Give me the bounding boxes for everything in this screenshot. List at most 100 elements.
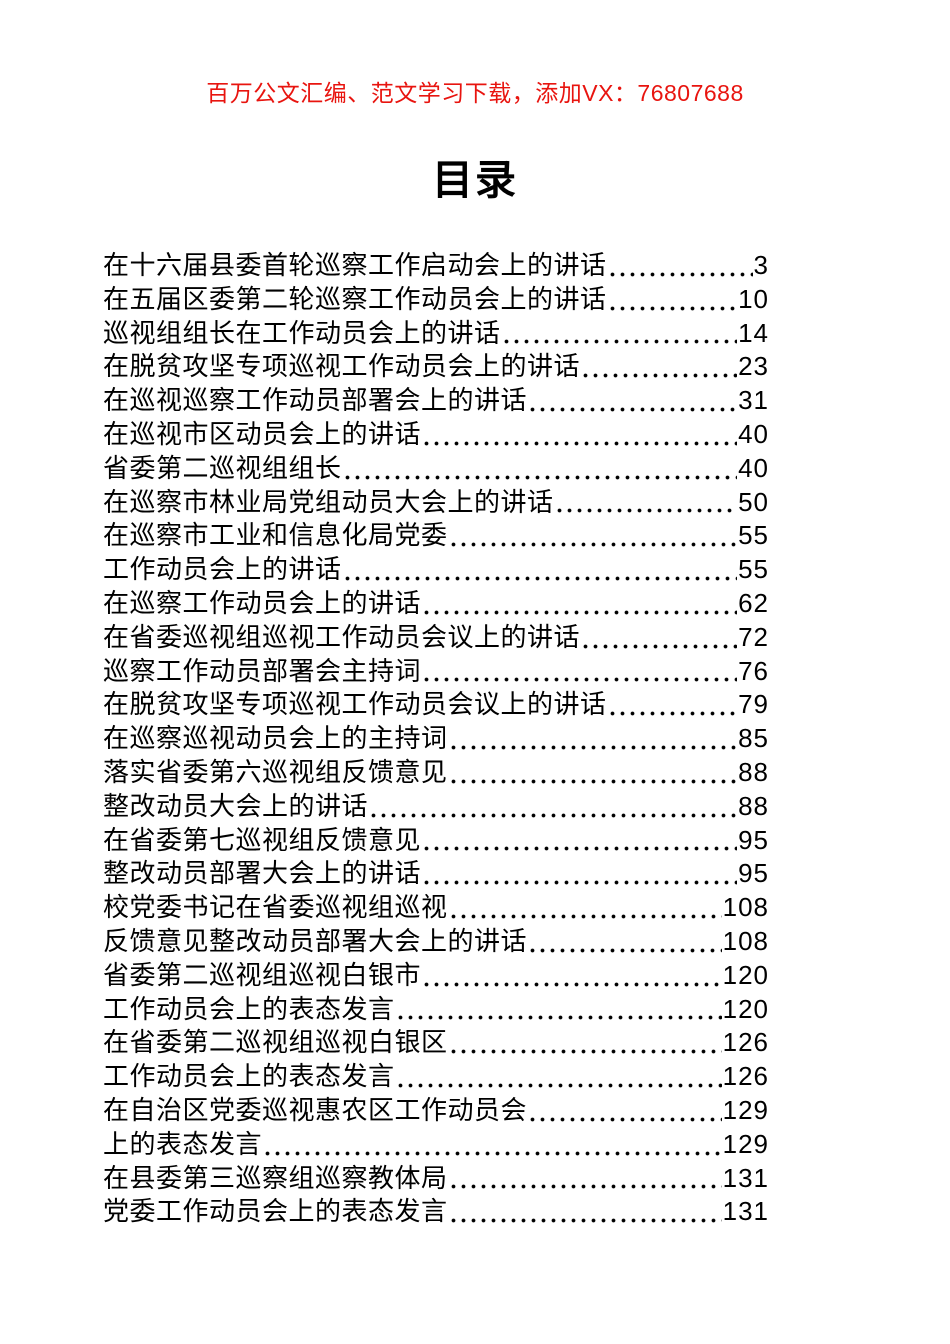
toc-entry-page: 31 [738, 385, 769, 416]
toc-entry[interactable]: 工作动员会上的表态发言 126 [103, 1060, 769, 1094]
toc-entry[interactable]: 整改动员部署大会上的讲话 95 [103, 857, 769, 891]
toc-entry-title: 落实省委第六巡视组反馈意见 [103, 756, 448, 787]
toc-dot-leader [371, 812, 738, 818]
toc-entry[interactable]: 在脱贫攻坚专项巡视工作动员会议上的讲话 79 [103, 688, 769, 722]
toc-entry-page: 129 [722, 1094, 769, 1125]
toc-entry-page: 85 [738, 723, 769, 754]
toc-entry-title: 工作动员会上的表态发言 [103, 993, 395, 1024]
promo-header-text: 百万公文汇编、范文学习下载，添加VX：76807688 [206, 80, 744, 106]
toc-dot-leader [450, 778, 738, 784]
toc-entry[interactable]: 在省委第七巡视组反馈意见 95 [103, 824, 769, 858]
toc-entry[interactable]: 在五届区委第二轮巡察工作动员会上的讲话 10 [103, 283, 769, 317]
toc-entry[interactable]: 整改动员大会上的讲话 88 [103, 790, 769, 824]
toc-entry-page: 79 [738, 689, 769, 720]
toc-entry-title: 巡视组组长在工作动员会上的讲话 [103, 317, 501, 348]
toc-dot-leader [450, 1049, 722, 1055]
toc-entry-page: 95 [738, 824, 769, 855]
toc-entry-title: 在十六届县委首轮巡察工作启动会上的讲话 [103, 250, 607, 280]
toc-dot-leader [424, 609, 738, 615]
toc-entry[interactable]: 工作动员会上的表态发言 120 [103, 993, 769, 1027]
toc-entry[interactable]: 省委第二巡视组巡视白银市 120 [103, 959, 769, 993]
toc-entry[interactable]: 党委工作动员会上的表态发言 131 [103, 1195, 769, 1229]
toc-entry[interactable]: 上的表态发言 129 [103, 1128, 769, 1162]
toc-dot-leader [609, 271, 753, 277]
toc-entry-title: 工作动员会上的讲话 [103, 554, 342, 585]
toc-entry[interactable]: 在巡察巡视动员会上的主持词 85 [103, 722, 769, 756]
toc-entry-title: 在县委第三巡察组巡察教体局 [103, 1162, 448, 1193]
toc-entry-page: 120 [722, 959, 769, 990]
toc-dot-leader [450, 1184, 722, 1190]
toc-entry[interactable]: 在巡察工作动员会上的讲话 62 [103, 587, 769, 621]
toc-entry-page: 108 [722, 892, 769, 923]
toc-dot-leader [424, 981, 722, 987]
toc-entry[interactable]: 在省委第二巡视组巡视白银区 126 [103, 1026, 769, 1060]
toc-entry-title: 在省委第二巡视组巡视白银区 [103, 1027, 448, 1058]
toc-dot-leader [424, 677, 738, 683]
toc-dot-leader [344, 474, 738, 480]
toc-entry-title: 在巡视市区动员会上的讲话 [103, 418, 422, 449]
toc-entry-title: 在巡察巡视动员会上的主持词 [103, 723, 448, 754]
toc-entry[interactable]: 工作动员会上的讲话 55 [103, 553, 769, 587]
toc-entry[interactable]: 在脱贫攻坚专项巡视工作动员会上的讲话 23 [103, 350, 769, 384]
toc-entry-page: 126 [722, 1027, 769, 1058]
toc-dot-leader [450, 744, 738, 750]
toc-dot-leader [424, 440, 738, 446]
toc-dot-leader [530, 947, 722, 953]
toc-entry-title: 在省委第七巡视组反馈意见 [103, 824, 422, 855]
toc-entry-page: 108 [722, 925, 769, 956]
toc-dot-leader [397, 1015, 722, 1021]
toc-dot-leader [583, 373, 738, 379]
toc-entry[interactable]: 在自治区党委巡视惠农区工作动员会 129 [103, 1094, 769, 1128]
toc-entry-page: 55 [738, 520, 769, 551]
toc-entry[interactable]: 反馈意见整改动员部署大会上的讲话 108 [103, 925, 769, 959]
toc-entry-page: 23 [738, 351, 769, 382]
toc-entry-title: 在巡察工作动员会上的讲话 [103, 587, 422, 618]
toc-dot-leader [609, 711, 738, 717]
toc-entry[interactable]: 在省委巡视组巡视工作动员会议上的讲话 72 [103, 621, 769, 655]
toc-dot-leader [424, 846, 738, 852]
toc-entry-title: 在巡察市工业和信息化局党委 [103, 520, 448, 551]
toc-entry-page: 40 [738, 418, 769, 449]
toc-entry[interactable]: 在十六届县委首轮巡察工作启动会上的讲话 3 [103, 249, 769, 283]
toc-entry-title: 省委第二巡视组巡视白银市 [103, 959, 422, 990]
toc-entry[interactable]: 巡视组组长在工作动员会上的讲话 14 [103, 317, 769, 351]
toc-entry-page: 62 [738, 587, 769, 618]
toc-entry[interactable]: 在巡视市区动员会上的讲话 40 [103, 418, 769, 452]
toc-list: 在十六届县委首轮巡察工作启动会上的讲话 3 在五届区委第二轮巡察工作动员会上的讲话 1… [103, 249, 769, 1229]
toc-entry-title: 上的表态发言 [103, 1128, 263, 1159]
toc-entry-title: 工作动员会上的表态发言 [103, 1061, 395, 1092]
toc-entry[interactable]: 省委第二巡视组组长 40 [103, 452, 769, 486]
toc-dot-leader [450, 542, 738, 548]
toc-entry-title: 在五届区委第二轮巡察工作动员会上的讲话 [103, 283, 607, 314]
toc-dot-leader [265, 1150, 722, 1156]
toc-entry[interactable]: 落实省委第六巡视组反馈意见 88 [103, 756, 769, 790]
toc-entry-title: 整改动员大会上的讲话 [103, 790, 369, 821]
toc-entry[interactable]: 在巡察市林业局党组动员大会上的讲话 50 [103, 486, 769, 520]
toc-entry[interactable]: 巡察工作动员部署会主持词 76 [103, 655, 769, 689]
toc-entry-page: 76 [738, 655, 769, 686]
toc-entry[interactable]: 在巡察市工业和信息化局党委 55 [103, 519, 769, 553]
toc-entry-page: 95 [738, 858, 769, 889]
toc-entry-title: 在巡视巡察工作动员部署会上的讲话 [103, 385, 528, 416]
toc-dot-leader [503, 339, 738, 345]
toc-dot-leader [397, 1082, 722, 1088]
toc-dot-leader [530, 1116, 722, 1122]
toc-entry-title: 在脱贫攻坚专项巡视工作动员会议上的讲话 [103, 689, 607, 720]
toc-dot-leader [344, 575, 738, 581]
toc-entry-page: 10 [738, 283, 769, 314]
toc-entry-title: 巡察工作动员部署会主持词 [103, 655, 422, 686]
toc-entry-title: 整改动员部署大会上的讲话 [103, 858, 422, 889]
toc-entry[interactable]: 在巡视巡察工作动员部署会上的讲话 31 [103, 384, 769, 418]
toc-dot-leader [450, 913, 722, 919]
toc-entry[interactable]: 校党委书记在省委巡视组巡视 108 [103, 891, 769, 925]
toc-entry-title: 在自治区党委巡视惠农区工作动员会 [103, 1094, 528, 1125]
toc-entry[interactable]: 在县委第三巡察组巡察教体局 131 [103, 1162, 769, 1196]
toc-entry-title: 反馈意见整改动员部署大会上的讲话 [103, 925, 528, 956]
toc-entry-title: 校党委书记在省委巡视组巡视 [103, 892, 448, 923]
toc-entry-page: 120 [722, 993, 769, 1024]
toc-dot-leader [450, 1218, 722, 1224]
toc-title: 目录 [432, 157, 518, 203]
toc-entry-page: 50 [738, 486, 769, 517]
toc-entry-title: 在省委巡视组巡视工作动员会议上的讲话 [103, 621, 581, 652]
